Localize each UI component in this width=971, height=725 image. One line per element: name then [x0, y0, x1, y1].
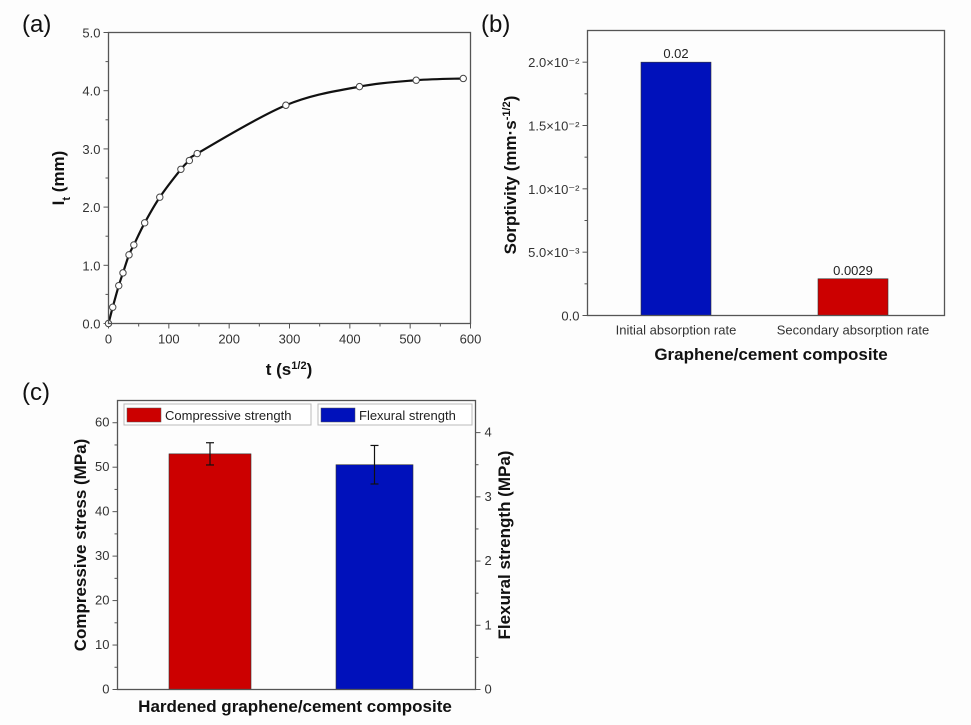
- legend-item: Flexural strength: [317, 403, 473, 426]
- data-point: [130, 241, 138, 249]
- x-tick-label: 100: [158, 332, 180, 347]
- series-line: [107, 77, 464, 324]
- y-tick-label-right: 4: [485, 425, 492, 440]
- x-tick-label: 400: [339, 332, 361, 347]
- x-tick-label: 500: [399, 332, 421, 347]
- data-point: [156, 193, 164, 201]
- bar: [640, 61, 712, 316]
- y-axis-title-b: Sorptivity (mm·s-1/2): [501, 96, 520, 255]
- y-tick-label: 1.0: [82, 258, 100, 273]
- x-tick-label: 300: [279, 332, 301, 347]
- panel-c-label: (c): [22, 379, 50, 406]
- y-tick-label: 5.0: [82, 26, 100, 41]
- panel-a: (a) 0.0 1.0 2.0 3.0 4.0 5.0 0 100 200 300 400 500 6…: [22, 11, 481, 379]
- y-tick-label: 1.5×10⁻²: [528, 119, 580, 134]
- panel-b: (b) 0.05.0×10⁻³1.0×10⁻²1.5×10⁻²2.0×10⁻² …: [481, 11, 946, 364]
- bar-data-label: 0.02: [663, 46, 688, 61]
- data-point: [185, 156, 194, 165]
- legend-box: [123, 403, 312, 426]
- x-tick-label: Initial absorption rate: [616, 323, 737, 338]
- legend-item: Compressive strength: [123, 403, 312, 426]
- data-point: [177, 165, 185, 173]
- bar-data-label: 0.0029: [833, 263, 873, 278]
- panel-c: (c) 0 10 20 30 40 50 60 0 1 2 3 4 Compressive stre…: [22, 379, 514, 716]
- legend-swatch: [320, 407, 356, 423]
- y-tick-label: 3.0: [82, 142, 100, 157]
- bar: [817, 278, 889, 316]
- y-tick-label: 0.0: [561, 309, 579, 324]
- data-point: [355, 82, 364, 91]
- y-tick-label-right: 0: [485, 682, 492, 697]
- y-axis-title-c-left: Compressive stress (MPa): [71, 439, 90, 652]
- y-tick-label-left: 10: [95, 637, 109, 652]
- legend-label: Compressive strength: [165, 408, 291, 423]
- x-axis-title-b: Graphene/cement composite: [654, 345, 887, 364]
- y-tick-label: 4.0: [82, 84, 100, 99]
- y-tick-label-right: 1: [485, 617, 492, 632]
- y-tick-label-left: 40: [95, 504, 109, 519]
- bar: [335, 464, 414, 690]
- y-tick-label: 2.0×10⁻²: [528, 55, 580, 70]
- x-tick-label: Secondary absorption rate: [777, 323, 929, 338]
- y-tick-label: 5.0×10⁻³: [528, 245, 580, 260]
- plot-frame-b: [586, 29, 946, 317]
- y-axis-title-c-right: Flexural strength (MPa): [495, 451, 514, 640]
- y-tick-label-right: 3: [485, 489, 492, 504]
- x-tick-label: 600: [460, 332, 482, 347]
- y-tick-label-left: 20: [95, 593, 109, 608]
- x-axis-title-c: Hardened graphene/cement composite: [138, 697, 452, 716]
- x-tick-label: 0: [105, 332, 112, 347]
- y-axis-title-a: It (mm): [49, 151, 73, 206]
- plot-frame-c: [116, 399, 477, 691]
- y-tick-label: 1.0×10⁻²: [528, 182, 580, 197]
- bar: [168, 453, 252, 690]
- y-tick-label-right: 2: [485, 553, 492, 568]
- data-point: [459, 74, 467, 83]
- plot-frame-a: [107, 31, 472, 325]
- data-point: [412, 76, 420, 84]
- data-point: [282, 101, 290, 109]
- legend-label: Flexural strength: [359, 408, 456, 423]
- legend-swatch: [126, 407, 162, 423]
- x-tick-label: 200: [218, 332, 240, 347]
- panel-b-label: (b): [481, 11, 510, 38]
- y-tick-label: 2.0: [82, 200, 100, 215]
- y-tick-label: 0.0: [82, 317, 100, 332]
- x-axis-title-a: t (s1/2): [266, 360, 312, 379]
- panel-a-label: (a): [22, 11, 51, 38]
- y-tick-label-left: 30: [95, 548, 109, 563]
- y-tick-label-left: 50: [95, 459, 109, 474]
- data-point: [119, 269, 127, 277]
- data-point: [141, 219, 149, 227]
- data-point: [115, 281, 123, 290]
- y-tick-label-left: 0: [102, 682, 109, 697]
- data-point: [109, 303, 117, 311]
- y-tick-label-left: 60: [95, 415, 109, 430]
- data-point: [193, 149, 201, 158]
- legend-box: [317, 403, 473, 426]
- data-point: [125, 251, 133, 259]
